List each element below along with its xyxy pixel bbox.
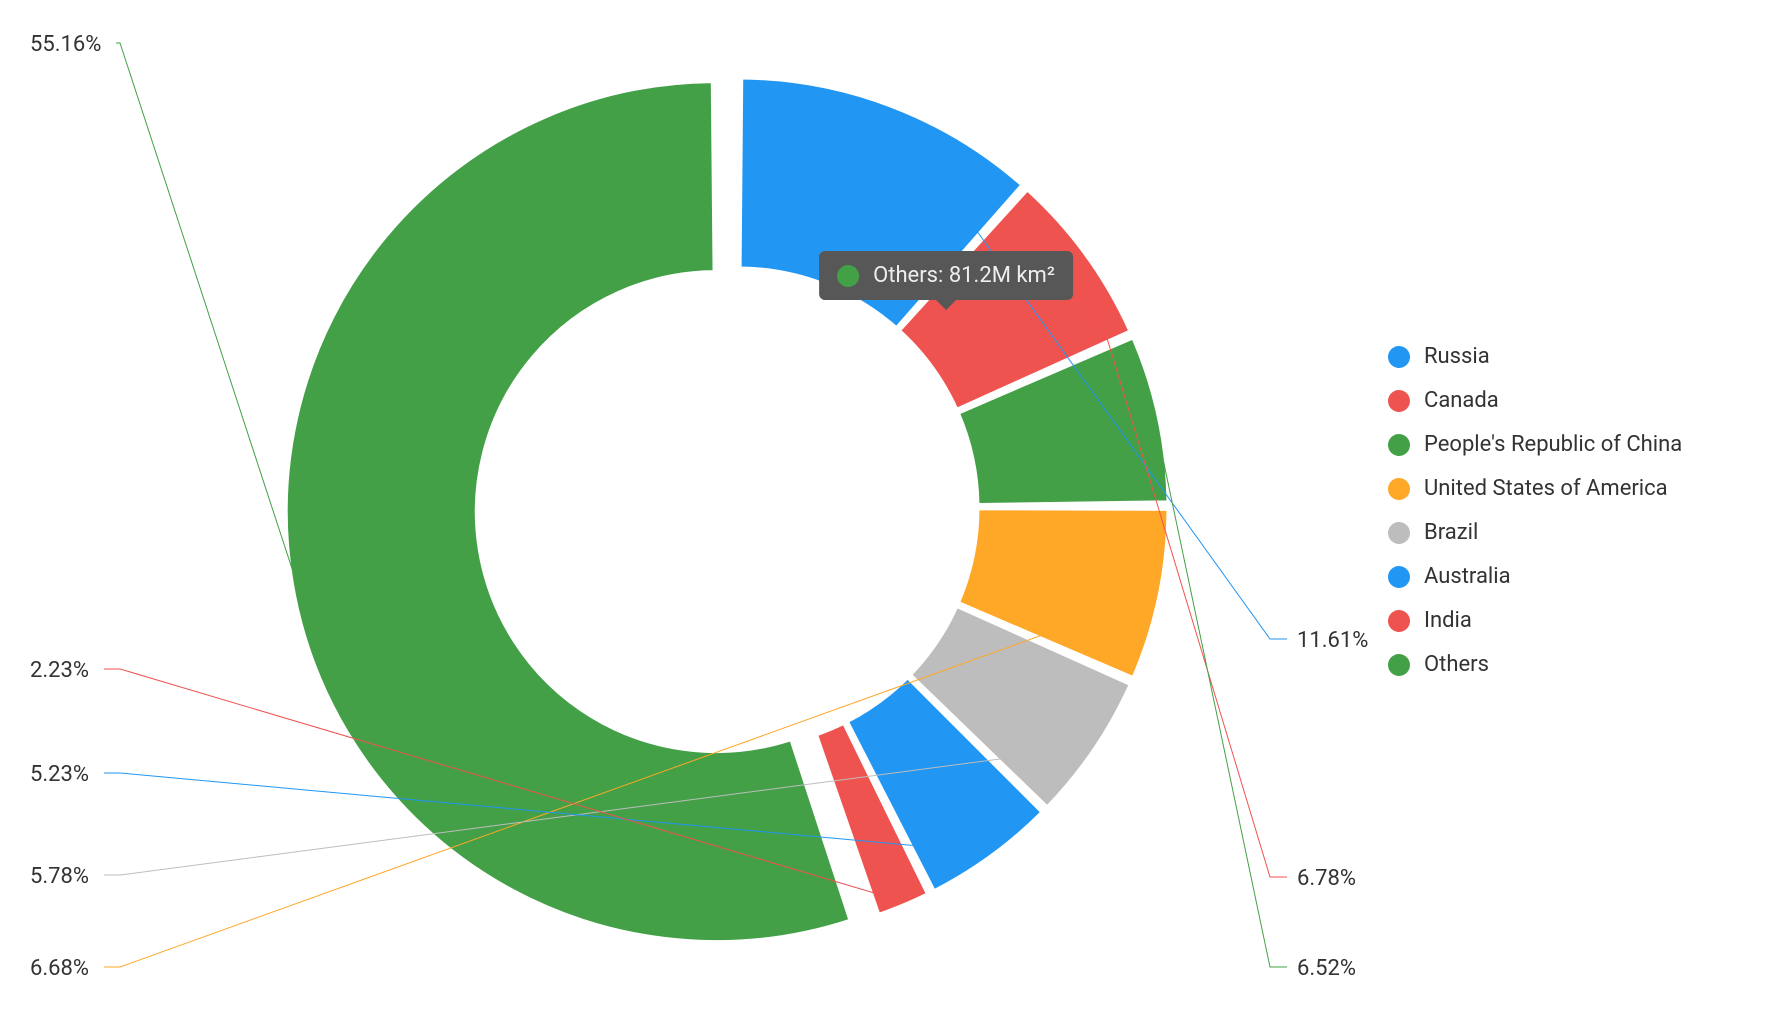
donut-chart-container: Russia Canada People's Republic of China Un… [0, 0, 1790, 1016]
legend-item[interactable]: People's Republic of China [1388, 434, 1682, 456]
tooltip: Others: 81.2M km² [819, 251, 1073, 300]
legend-item[interactable]: Others [1388, 654, 1682, 676]
percent-label: 6.68% [30, 956, 89, 981]
donut-slices [286, 78, 1168, 942]
legend: Russia Canada People's Republic of China Un… [1388, 346, 1682, 676]
legend-item[interactable]: Canada [1388, 390, 1682, 412]
legend-swatch [1388, 610, 1410, 632]
legend-swatch [1388, 522, 1410, 544]
percent-label: 2.23% [30, 658, 89, 683]
legend-item[interactable]: Russia [1388, 346, 1682, 368]
legend-swatch [1388, 434, 1410, 456]
legend-swatch [1388, 566, 1410, 588]
tooltip-tail-icon [934, 298, 958, 310]
percent-label: 6.52% [1297, 956, 1356, 981]
legend-label: People's Republic of China [1424, 434, 1682, 456]
percent-label: 5.23% [30, 762, 89, 787]
legend-item[interactable]: Brazil [1388, 522, 1682, 544]
leader-line [1155, 419, 1287, 967]
legend-label: Russia [1424, 346, 1490, 368]
percent-label: 6.78% [1297, 866, 1356, 891]
legend-item[interactable]: Australia [1388, 566, 1682, 588]
legend-item[interactable]: India [1388, 610, 1682, 632]
percent-label: 5.78% [30, 864, 89, 889]
percent-label: 11.61% [1297, 628, 1368, 653]
legend-label: United States of America [1424, 478, 1668, 500]
legend-label: Canada [1424, 390, 1499, 412]
legend-swatch [1388, 654, 1410, 676]
tooltip-text: Others: 81.2M km² [873, 263, 1055, 288]
tooltip-swatch [837, 265, 859, 287]
legend-item[interactable]: United States of America [1388, 478, 1682, 500]
legend-label: India [1424, 610, 1472, 632]
legend-label: Australia [1424, 566, 1511, 588]
legend-swatch [1388, 346, 1410, 368]
leader-line [116, 43, 296, 581]
legend-label: Brazil [1424, 522, 1478, 544]
legend-swatch [1388, 478, 1410, 500]
legend-swatch [1388, 390, 1410, 412]
legend-label: Others [1424, 654, 1489, 676]
percent-label: 55.16% [30, 32, 101, 57]
